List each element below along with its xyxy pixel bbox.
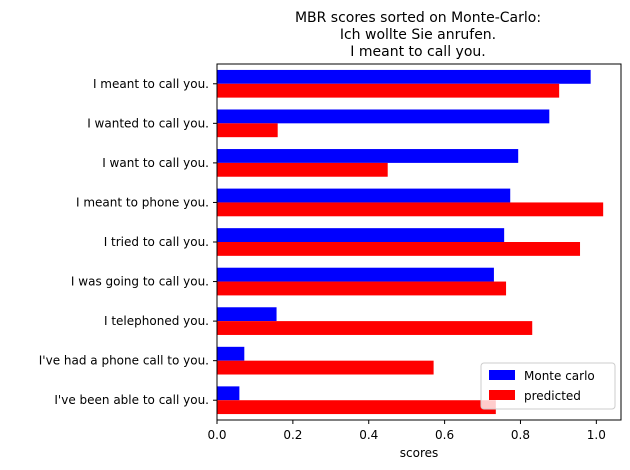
bar-monte-carlo (217, 188, 511, 203)
y-tick-label: I wanted to call you. (87, 116, 209, 130)
x-axis-label: scores (400, 446, 439, 460)
x-tick-label: 0.0 (207, 428, 226, 442)
title-line-1: MBR scores sorted on Monte-Carlo: (295, 10, 541, 26)
bar-predicted (217, 321, 533, 335)
plot-frame (216, 63, 622, 421)
legend-swatch (489, 390, 515, 400)
y-tick-label: I want to call you. (102, 156, 209, 170)
bar-monte-carlo (217, 307, 277, 322)
title-line-2: Ich wollte Sie anrufen. (340, 27, 496, 43)
legend-label: Monte carlo (524, 369, 595, 383)
bar-monte-carlo (217, 228, 505, 242)
x-tick-label: 0.6 (435, 428, 454, 442)
x-tick-label: 0.8 (511, 428, 530, 442)
bars (217, 69, 604, 415)
y-tick-label: I was going to call you. (71, 275, 209, 289)
bar-monte-carlo (217, 386, 240, 401)
legend-label: predicted (524, 389, 581, 403)
y-axis-ticks: I meant to call you. I wanted to call you… (39, 77, 217, 407)
title-line-3: I meant to call you. (350, 44, 485, 60)
bar-monte-carlo (217, 267, 494, 282)
chart-title: MBR scores sorted on Monte-Carlo: Ich wo… (295, 10, 541, 60)
y-tick-label: I meant to phone you. (76, 195, 209, 209)
bar-predicted (217, 202, 604, 217)
x-tick-label: 1.0 (587, 428, 606, 442)
y-tick-label: I meant to call you. (93, 77, 209, 91)
x-tick-label: 0.4 (359, 428, 378, 442)
bar-predicted (217, 162, 388, 177)
bar-predicted (217, 360, 434, 375)
bar-predicted (217, 83, 560, 98)
y-tick-label: I've been able to call you. (54, 393, 209, 407)
bar-monte-carlo (217, 346, 245, 361)
bar-monte-carlo (217, 69, 591, 84)
y-tick-label: I telephoned you. (104, 314, 209, 328)
bar-predicted (217, 400, 496, 415)
legend-swatch (489, 370, 515, 380)
bar-monte-carlo (217, 149, 519, 163)
bar-predicted (217, 242, 581, 256)
y-tick-label: I tried to call you. (104, 235, 209, 249)
x-axis-ticks: 0.0 0.2 0.4 0.6 0.8 1.0 (207, 420, 606, 442)
legend: Monte carlo predicted (480, 362, 616, 410)
y-tick-label: I've had a phone call to you. (39, 354, 209, 368)
bar-predicted (217, 123, 278, 138)
bar-monte-carlo (217, 109, 550, 124)
bar-predicted (217, 281, 507, 296)
x-tick-label: 0.2 (283, 428, 302, 442)
